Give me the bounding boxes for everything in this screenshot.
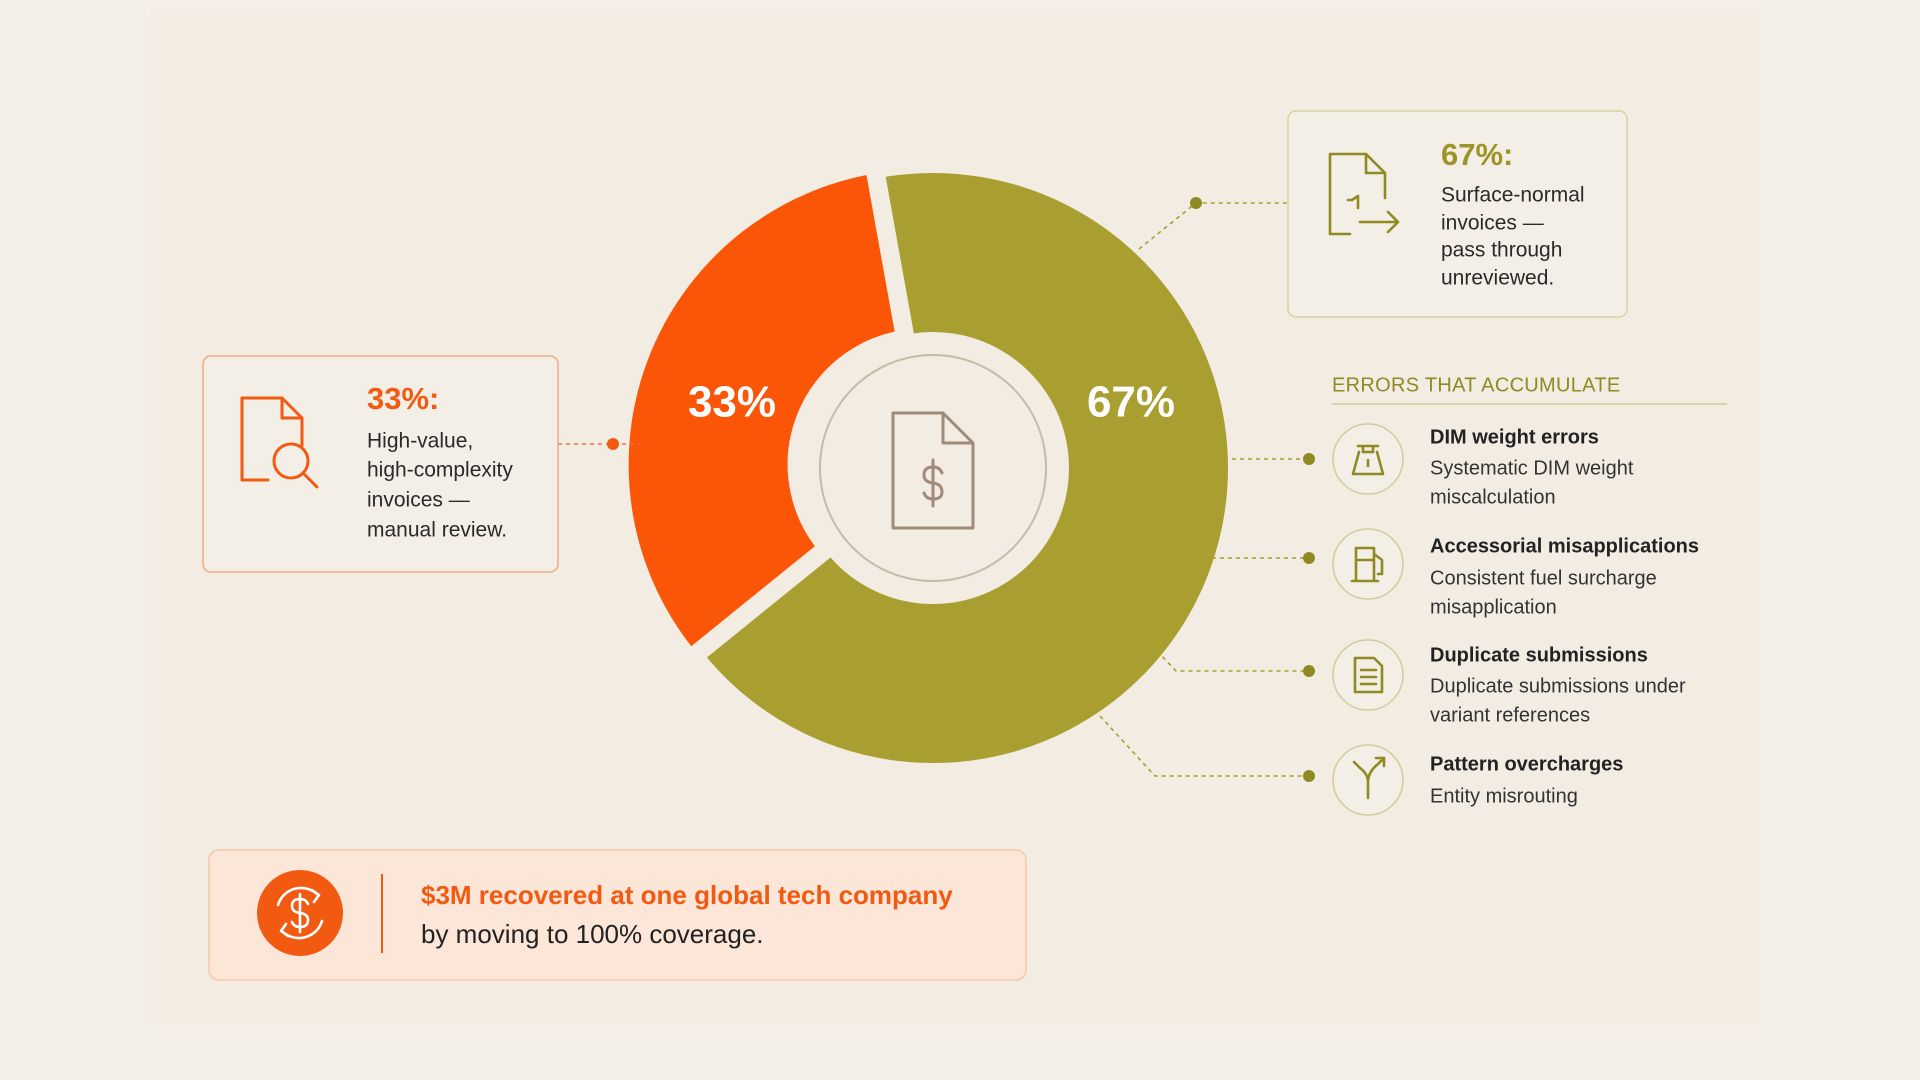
error-description: Consistent fuel surcharge bbox=[1430, 567, 1657, 589]
connector-dot bbox=[1190, 197, 1202, 209]
error-description: miscalculation bbox=[1430, 486, 1556, 508]
dollar-cycle-icon bbox=[257, 870, 343, 956]
scale-icon bbox=[1332, 423, 1404, 495]
banner-headline: $3M recovered at one global tech company bbox=[421, 880, 953, 910]
split-icon bbox=[1332, 744, 1404, 816]
fuel-icon bbox=[1332, 528, 1404, 600]
error-description: Entity misrouting bbox=[1430, 785, 1578, 807]
banner bbox=[208, 849, 1027, 981]
search-document-icon bbox=[240, 396, 319, 489]
value-label: 33% bbox=[688, 378, 776, 427]
error-description: Duplicate submissions under bbox=[1430, 675, 1686, 697]
error-title: Accessorial misapplications bbox=[1430, 535, 1699, 557]
callout-box bbox=[202, 355, 559, 573]
callout-text: unreviewed. bbox=[1441, 267, 1554, 290]
error-description: Systematic DIM weight bbox=[1430, 457, 1634, 479]
error-description: misapplication bbox=[1430, 596, 1557, 618]
connector-dot bbox=[1303, 453, 1315, 465]
callout-text: high-complexity bbox=[367, 459, 513, 482]
document-icon bbox=[1332, 639, 1404, 711]
connector-dot bbox=[1303, 552, 1315, 564]
callout-text: pass through bbox=[1441, 239, 1562, 262]
banner-subline: by moving to 100% coverage. bbox=[421, 919, 764, 949]
callout-text: Surface-normal bbox=[1441, 184, 1585, 207]
value-label: 67% bbox=[1087, 378, 1175, 427]
error-title: DIM weight errors bbox=[1430, 426, 1599, 448]
error-title: Pattern overcharges bbox=[1430, 753, 1623, 775]
error-description: variant references bbox=[1430, 704, 1590, 726]
donut-chart: 33% 67% bbox=[618, 163, 1238, 773]
connector-dot bbox=[1303, 770, 1315, 782]
callout-text: invoices — bbox=[1441, 212, 1544, 235]
pass-document-icon bbox=[1328, 152, 1400, 236]
callout-text: invoices — bbox=[367, 489, 470, 512]
callout-heading: 33%: bbox=[367, 381, 439, 416]
callout-heading: 67%: bbox=[1441, 137, 1513, 172]
connector bbox=[1156, 650, 1309, 672]
connector bbox=[1099, 715, 1309, 777]
icon-stroke bbox=[891, 411, 975, 530]
callout-text: manual review. bbox=[367, 519, 507, 542]
section-heading: ERRORS THAT ACCUMULATE bbox=[1332, 374, 1621, 396]
error-title: Duplicate submissions bbox=[1430, 644, 1648, 666]
connector-dot bbox=[607, 438, 619, 450]
center-document-icon bbox=[891, 411, 975, 530]
callout-text: High-value, bbox=[367, 430, 473, 453]
connector-dot bbox=[1303, 665, 1315, 677]
icon-stroke bbox=[922, 458, 944, 508]
donut-segment bbox=[618, 164, 906, 659]
donut-segment bbox=[694, 163, 1238, 773]
